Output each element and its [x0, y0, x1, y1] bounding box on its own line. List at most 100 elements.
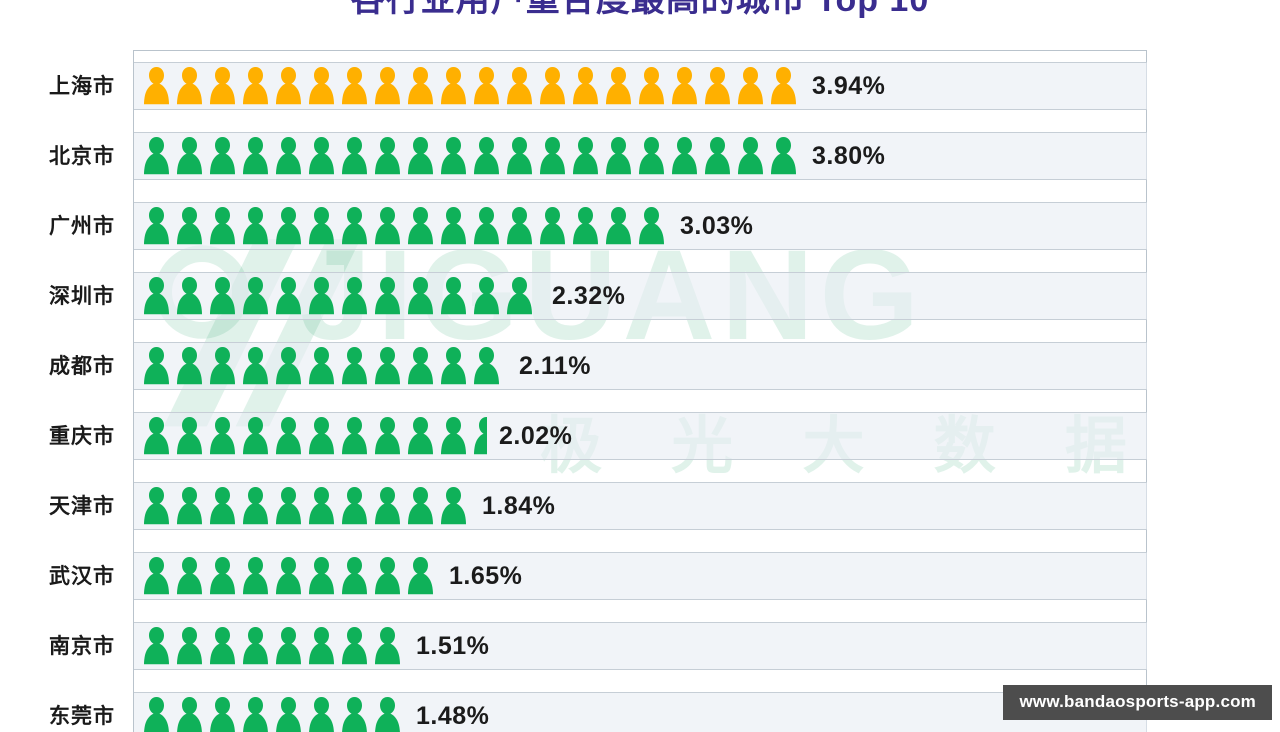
row-label-4: 深圳市 [49, 285, 115, 308]
person-icon [540, 137, 565, 175]
person-icon [639, 137, 664, 175]
person-icon [309, 207, 334, 245]
person-icon [441, 487, 466, 525]
person-icon [705, 137, 730, 175]
icon-strip [140, 272, 540, 320]
person-icon [177, 137, 202, 175]
person-icon [243, 417, 268, 455]
person-icon [177, 557, 202, 595]
person-icon [573, 207, 598, 245]
person-icon [507, 207, 532, 245]
person-icon [375, 207, 400, 245]
person-icon [309, 627, 334, 665]
icon-strip [140, 342, 507, 390]
person-icon [144, 487, 169, 525]
row-label-2: 北京市 [49, 145, 115, 168]
person-icon [441, 137, 466, 175]
person-icon [342, 347, 367, 385]
icon-strip [140, 132, 800, 180]
row-value-1: 3.94% [812, 71, 886, 100]
person-icon [177, 347, 202, 385]
row-value-8: 1.65% [449, 561, 523, 590]
page-title: 各行业用户重合度最高的城市 Top 10 [350, 0, 930, 19]
person-icon [441, 277, 466, 315]
person-icon [375, 67, 400, 105]
row-value-7: 1.84% [482, 491, 556, 520]
person-icon [738, 137, 763, 175]
person-icon [375, 557, 400, 595]
person-icon [177, 697, 202, 732]
person-icon [309, 137, 334, 175]
row-band [134, 482, 1147, 530]
person-icon [144, 67, 169, 105]
person-icon [243, 557, 268, 595]
row-value-6: 2.02% [499, 421, 573, 450]
icon-strip [140, 552, 437, 600]
person-icon [408, 137, 433, 175]
person-icon [441, 347, 466, 385]
row-value-5: 2.11% [519, 351, 592, 380]
person-icon [342, 207, 367, 245]
icon-strip [140, 62, 800, 110]
icon-strip [140, 412, 487, 460]
person-icon [342, 137, 367, 175]
person-icon [503, 344, 507, 388]
row-band [134, 552, 1147, 600]
person-icon [309, 347, 334, 385]
person-icon [144, 557, 169, 595]
row-value-9: 1.51% [416, 631, 490, 660]
chart-row: 北京市 3.80% [0, 120, 1280, 190]
person-icon [309, 277, 334, 315]
row-label-9: 南京市 [49, 635, 115, 658]
person-icon [243, 277, 268, 315]
person-icon [210, 417, 235, 455]
person-icon [243, 627, 268, 665]
person-icon [408, 207, 433, 245]
person-icon [606, 207, 631, 245]
person-icon [474, 207, 499, 245]
person-icon [536, 274, 540, 318]
row-band [134, 342, 1147, 390]
person-icon [144, 277, 169, 315]
person-icon [474, 67, 499, 105]
person-icon [177, 277, 202, 315]
person-icon [210, 137, 235, 175]
chart-row: 武汉市 1.65% [0, 540, 1280, 610]
chart-row: 深圳市 2.32% [0, 260, 1280, 330]
person-icon [210, 347, 235, 385]
person-icon [738, 67, 763, 105]
row-label-7: 天津市 [49, 495, 115, 518]
person-icon [276, 277, 301, 315]
person-icon [210, 487, 235, 525]
person-icon [408, 67, 433, 105]
person-icon [210, 67, 235, 105]
person-icon [342, 487, 367, 525]
person-icon [672, 137, 697, 175]
person-icon [441, 67, 466, 105]
person-icon [243, 137, 268, 175]
person-icon [540, 207, 565, 245]
person-icon [507, 137, 532, 175]
person-icon [144, 207, 169, 245]
icon-strip [140, 692, 404, 732]
person-icon [573, 67, 598, 105]
row-label-1: 上海市 [49, 75, 115, 98]
person-icon [276, 627, 301, 665]
person-icon [276, 67, 301, 105]
row-value-3: 3.03% [680, 211, 754, 240]
person-icon [276, 557, 301, 595]
person-icon [309, 67, 334, 105]
person-icon [342, 557, 367, 595]
person-icon [243, 697, 268, 732]
icon-strip [140, 482, 470, 530]
person-icon [375, 487, 400, 525]
person-icon [408, 277, 433, 315]
person-icon [276, 347, 301, 385]
person-icon [639, 207, 664, 245]
person-icon [309, 557, 334, 595]
person-icon [441, 417, 466, 455]
person-icon [210, 277, 235, 315]
person-icon [177, 207, 202, 245]
person-icon [606, 67, 631, 105]
